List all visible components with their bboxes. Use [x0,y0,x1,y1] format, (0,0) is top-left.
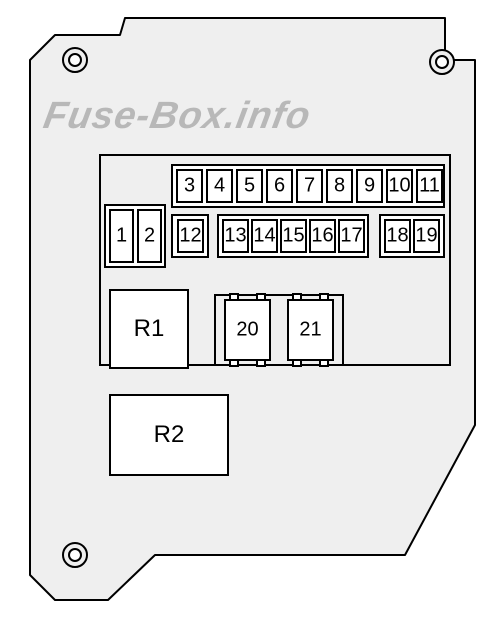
fuse-label-9: 9 [364,175,375,198]
fuse-label-2: 2 [144,225,155,248]
relay-label-R2: R2 [154,421,185,449]
fuse-label-3: 3 [184,175,195,198]
fuse-label-4: 4 [214,175,225,198]
fuse-label-16: 16 [311,225,333,248]
fuse-label-6: 6 [274,175,285,198]
fuse-label-5: 5 [244,175,255,198]
fuse-label-17: 17 [340,225,362,248]
fuse-label-19: 19 [415,225,437,248]
fuse-label-14: 14 [253,225,275,248]
fuse-label-15: 15 [282,225,304,248]
fuse-label-21: 21 [299,319,321,342]
watermark-text: Fuse-Box.info [40,95,314,138]
fuse-label-10: 10 [388,175,410,198]
fuse-label-12: 12 [179,225,201,248]
fuse-label-13: 13 [224,225,246,248]
fuse-label-7: 7 [304,175,315,198]
fuse-label-8: 8 [334,175,345,198]
relay-label-R1: R1 [134,315,165,343]
fuse-label-20: 20 [236,319,258,342]
fuse-label-18: 18 [386,225,408,248]
fuse-label-1: 1 [116,225,127,248]
fuse-box-diagram [0,0,500,621]
fuse-label-11: 11 [419,175,440,198]
